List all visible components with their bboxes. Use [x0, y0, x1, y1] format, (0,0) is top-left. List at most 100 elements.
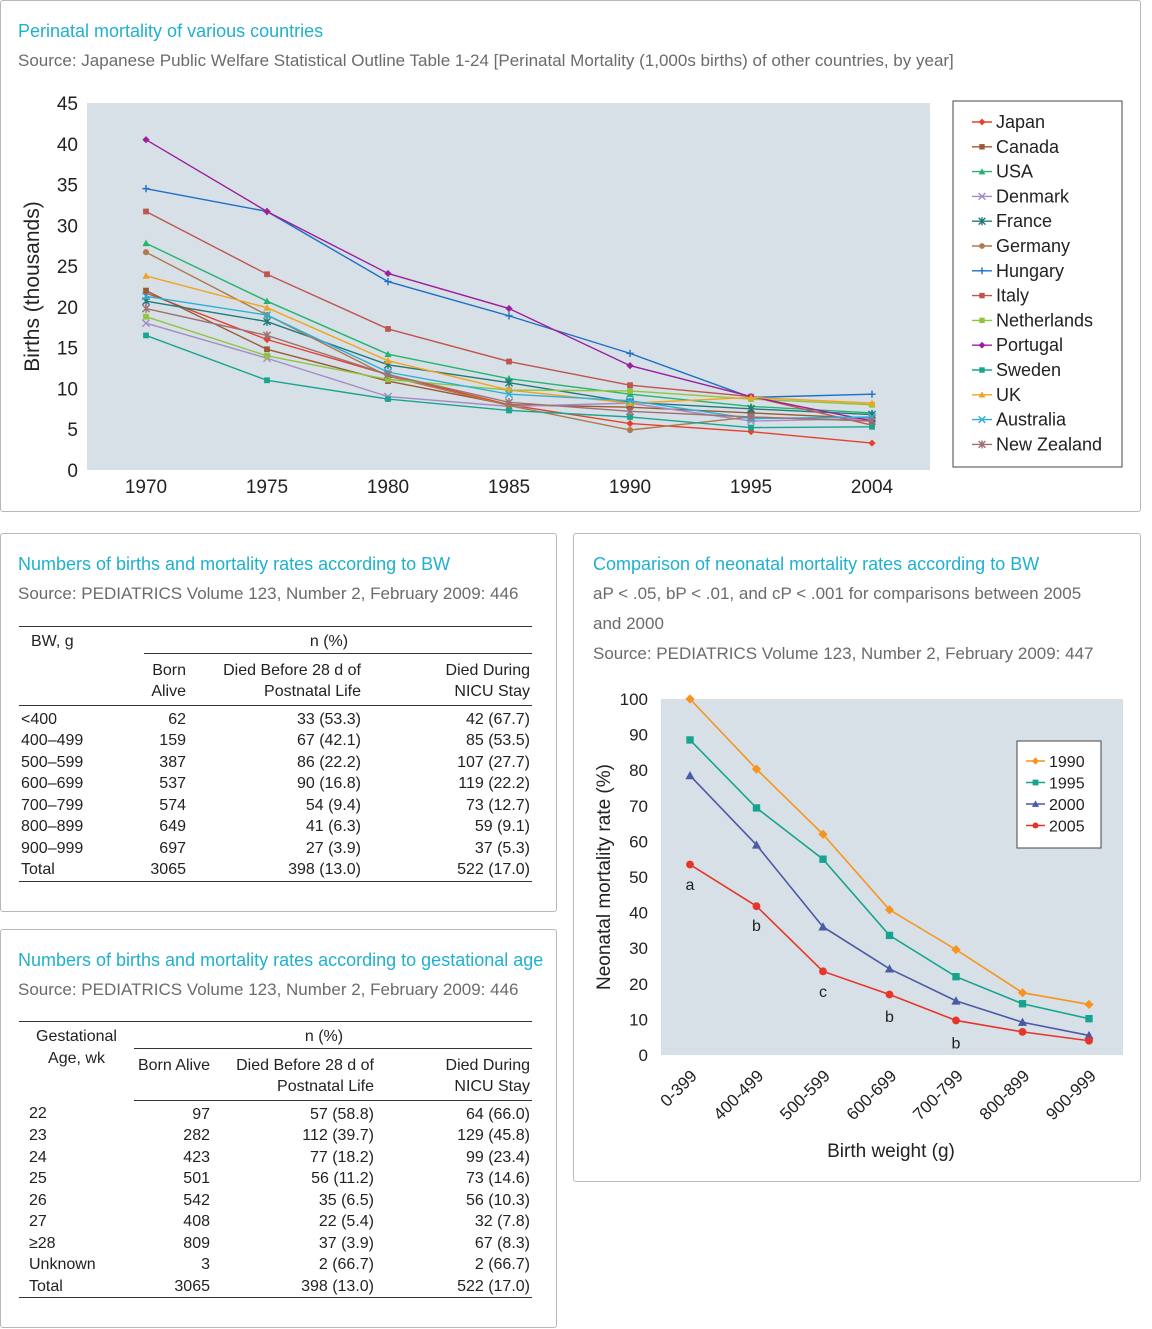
legend: Japan Canada USA Denmark France Germany Hungar… — [952, 100, 1123, 468]
table-header-row: BW, g n (%) — [19, 626, 532, 654]
neonatal-chart-title: Comparison of neonatal mortality rates a… — [593, 554, 1040, 574]
data-point — [626, 399, 634, 407]
table-cell: 33 (53.3) — [296, 710, 361, 728]
data-point — [263, 207, 271, 216]
x-tick-label: 2004 — [851, 477, 894, 498]
y-tick-label: 60 — [629, 832, 648, 851]
table-header-row: Born Alive Died Before 28 d of Postnatal … — [19, 1048, 532, 1101]
legend-marker — [1032, 779, 1039, 786]
perinatal-mortality-panel: Perinatal mortality of various countries… — [0, 0, 1141, 512]
table-cell: 119 (22.2) — [458, 775, 530, 792]
table-cell: 542 — [183, 1191, 210, 1209]
data-point — [141, 292, 151, 301]
data-point — [885, 931, 894, 940]
table-cell: 900–999 — [21, 839, 84, 857]
legend-item: Australia — [972, 410, 1067, 430]
table-cell: 423 — [183, 1148, 210, 1166]
legend-marker — [978, 217, 986, 226]
legend-marker — [978, 415, 986, 424]
table-cell: 3065 — [144, 859, 188, 882]
table-cell: 77 (18.2) — [309, 1148, 374, 1166]
y-tick-label: 30 — [629, 939, 648, 958]
legend-marker — [978, 391, 986, 398]
bw-table-title: Numbers of births and mortality rates ac… — [18, 554, 451, 574]
series-2005 — [686, 860, 1093, 1045]
table-cell: 54 (9.4) — [305, 796, 361, 814]
data-point — [143, 313, 149, 320]
y-axis-label: Neonatal mortality rate (%) — [594, 764, 615, 990]
gestational-age-header: Gestational Age, wk — [19, 1021, 134, 1100]
data-point — [385, 396, 391, 402]
data-point — [505, 312, 513, 320]
table-cell: 398 (13.0) — [212, 1275, 384, 1298]
legend-label: 2005 — [1049, 819, 1085, 836]
legend-label: France — [996, 211, 1052, 231]
table-row: Total 3065 398 (13.0) 522 (17.0) — [19, 859, 532, 882]
data-point — [746, 404, 756, 414]
data-point — [264, 271, 270, 278]
data-point — [384, 357, 392, 364]
data-point — [263, 297, 271, 305]
x-tick-label: 500-599 — [776, 1066, 834, 1124]
series-1995 — [686, 736, 1093, 1023]
y-tick-label: 25 — [57, 257, 78, 278]
table-header-row: Gestational Age, wk n (%) — [19, 1021, 532, 1100]
legend-label: Canada — [996, 137, 1060, 157]
table-row: 26 542 35 (6.5) 56 (10.3) — [19, 1190, 532, 1212]
legend-item: 1995 — [1026, 776, 1085, 793]
legend-marker — [979, 292, 985, 299]
data-point — [1018, 1000, 1027, 1008]
died-28d-header: Died Before 28 d of Postnatal Life — [212, 1048, 384, 1101]
table-cell: 22 — [29, 1105, 47, 1122]
legend-item: 2000 — [1026, 797, 1085, 814]
legend-marker — [978, 168, 986, 175]
data-point — [1018, 1027, 1027, 1036]
y-tick-label: 20 — [57, 298, 78, 319]
data-point — [685, 770, 695, 780]
legend-box — [952, 100, 1123, 468]
data-point — [1085, 1015, 1093, 1023]
data-point — [142, 239, 150, 247]
table-cell: 32 (7.8) — [474, 1213, 530, 1230]
table-row: 600–699 537 90 (16.8) 119 (22.2) — [19, 773, 532, 795]
legend-label: Portugal — [996, 335, 1063, 355]
table-cell: <400 — [21, 710, 58, 728]
x-tick-label: 1990 — [609, 477, 651, 498]
table-cell: 27 — [29, 1213, 47, 1230]
data-point — [141, 304, 151, 313]
data-point — [819, 855, 827, 863]
data-point — [384, 269, 392, 278]
series-uk — [142, 272, 876, 407]
data-point — [626, 419, 634, 428]
significance-annotation: b — [885, 1009, 894, 1026]
born-alive-header: Born Alive — [134, 1048, 212, 1101]
gestational-table-title: Numbers of births and mortality rates ac… — [18, 950, 544, 970]
x-tick-label: 1985 — [488, 477, 530, 498]
y-tick-label: 0 — [639, 1046, 648, 1065]
table-cell: 23 — [29, 1127, 47, 1144]
data-point — [869, 423, 875, 430]
legend-item: Germany — [972, 236, 1070, 256]
significance-note-line2: and 2000 — [593, 614, 664, 633]
legend-label: New Zealand — [996, 434, 1102, 454]
legend-label: Hungary — [996, 261, 1064, 281]
x-tick-label: 1970 — [125, 477, 167, 498]
data-point — [264, 377, 270, 384]
data-point — [142, 272, 150, 279]
table-cell: 73 (14.6) — [465, 1170, 530, 1187]
table-cell: 59 (9.1) — [474, 818, 530, 835]
data-point — [1017, 1017, 1028, 1026]
table-cell: 500–599 — [21, 753, 84, 771]
data-point — [143, 208, 149, 215]
data-point — [627, 414, 633, 420]
perinatal-mortality-chart: 0 5 10 15 20 25 30 35 40 45 1970 1975 1980 1985 1990 19… — [21, 96, 1123, 498]
table-cell: 129 (45.8) — [457, 1127, 530, 1144]
significance-annotation: c — [819, 984, 827, 1001]
table-row: 24 423 77 (18.2) 99 (23.4) — [19, 1147, 532, 1169]
table-cell: 62 — [168, 710, 186, 728]
gestational-mortality-table: Gestational Age, wk n (%) Born Alive Died… — [19, 1021, 532, 1298]
table-cell: 112 (39.7) — [302, 1127, 374, 1144]
table-cell: 2 (66.7) — [474, 1256, 530, 1273]
table-cell: 537 — [159, 775, 186, 792]
data-point — [143, 287, 149, 294]
